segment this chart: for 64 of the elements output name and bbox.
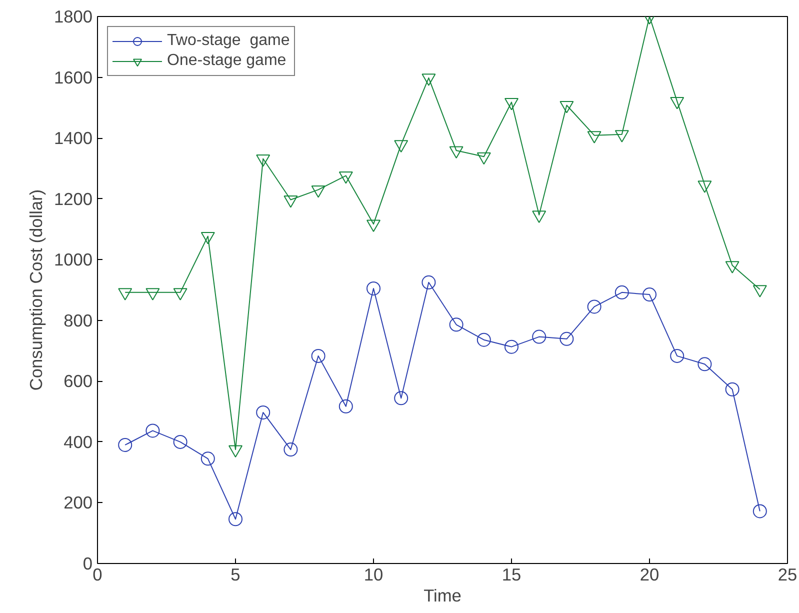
point (366, 220, 380, 232)
point (366, 281, 380, 296)
point (422, 74, 436, 86)
point (146, 288, 160, 300)
point (118, 288, 132, 300)
point (587, 131, 602, 144)
point (284, 442, 298, 457)
point (476, 332, 491, 347)
point (449, 146, 464, 159)
point (311, 348, 326, 363)
y-tick-label: 1800 (54, 6, 93, 26)
point (173, 434, 188, 449)
legend-label: Two-stage game (167, 32, 290, 50)
point (118, 438, 132, 452)
x-tick-label: 5 (230, 564, 240, 584)
x-tick-label: 25 (778, 564, 798, 584)
point (394, 391, 408, 406)
point (560, 332, 574, 346)
y-tick-label: 400 (64, 432, 93, 452)
point (587, 300, 602, 314)
y-tick-label: 1600 (54, 67, 93, 88)
point (560, 100, 574, 114)
point (146, 424, 160, 438)
point (476, 152, 491, 165)
point (670, 348, 684, 363)
point (698, 357, 712, 372)
point (173, 288, 188, 300)
point (256, 154, 270, 167)
point (449, 318, 464, 332)
point (698, 180, 712, 193)
legend-label: One-stage game (167, 52, 286, 70)
point (338, 171, 353, 184)
y-tick-label: 200 (64, 492, 93, 513)
point (200, 452, 215, 466)
point (311, 185, 326, 198)
point (228, 512, 242, 526)
point (532, 330, 546, 344)
y-tick-label: 1200 (54, 188, 93, 209)
point (670, 97, 684, 110)
x-tick-label: 15 (502, 564, 522, 584)
point (614, 285, 629, 300)
y-tick-label: 1000 (54, 250, 93, 270)
point (725, 382, 740, 396)
point (752, 504, 767, 518)
x-tick-label: 10 (364, 564, 384, 584)
point (422, 275, 436, 290)
y-tick-label: 1400 (54, 128, 93, 148)
point (752, 285, 767, 298)
point (532, 210, 546, 223)
point (338, 399, 353, 414)
point (284, 195, 298, 208)
point (504, 98, 518, 110)
point (504, 340, 518, 354)
point (200, 232, 215, 244)
y-axis-title: Consumption Cost (dollar) (26, 189, 46, 391)
y-tick-label: 600 (64, 371, 93, 392)
point (642, 288, 656, 302)
y-tick-label: 800 (64, 310, 93, 330)
x-axis-title: Time (424, 586, 462, 606)
point (256, 405, 270, 420)
point (614, 130, 629, 142)
point (725, 261, 740, 274)
point (394, 140, 408, 152)
x-tick-label: 20 (640, 564, 660, 584)
